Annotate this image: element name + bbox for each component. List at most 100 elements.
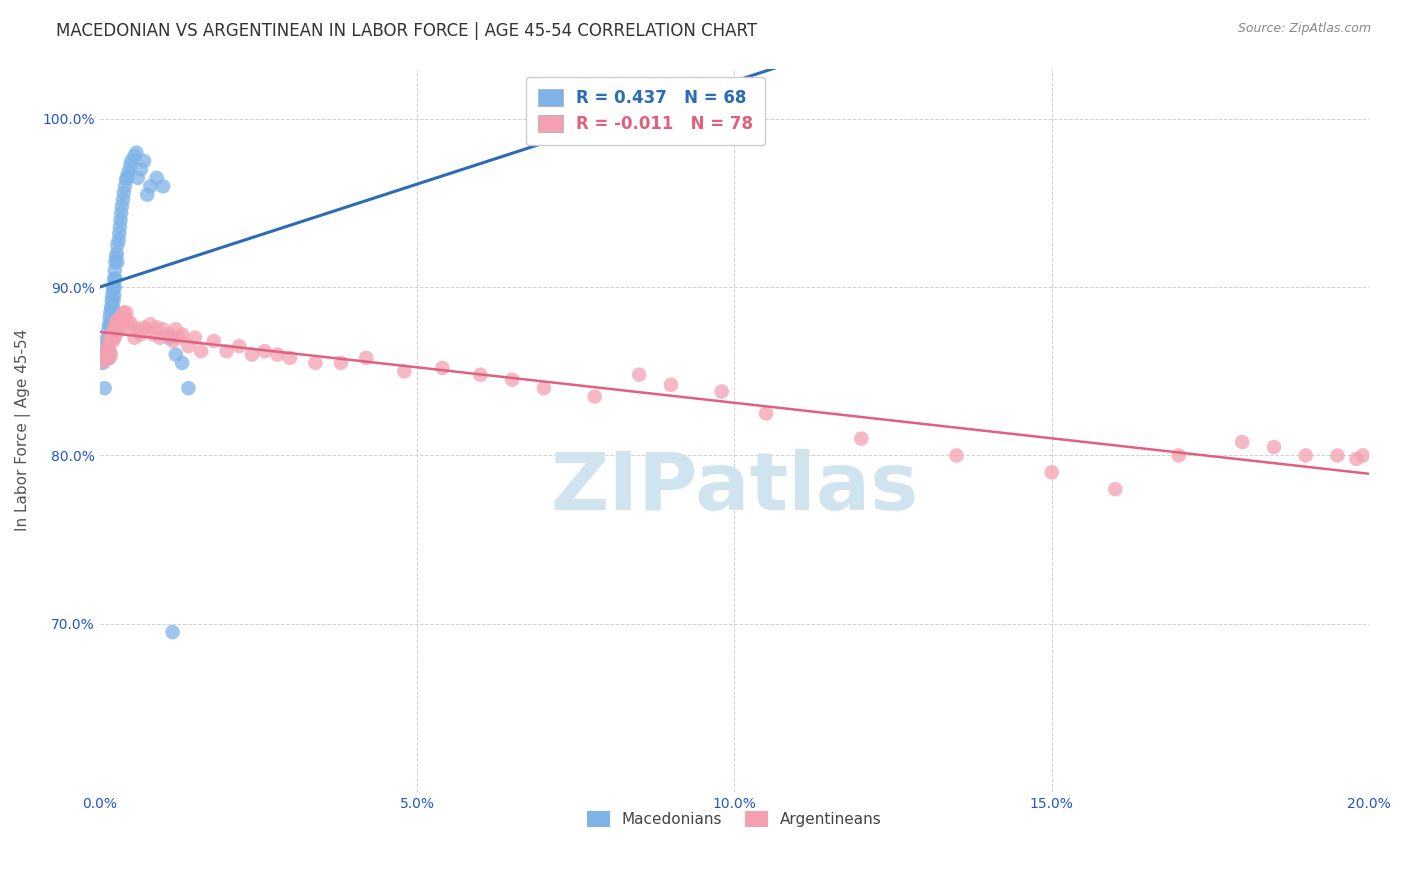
Point <box>98 351 121 365</box>
Point <box>97 322 120 336</box>
Point <box>105 246 128 260</box>
Point <box>101 288 124 302</box>
Point <box>215 344 238 359</box>
Point <box>136 324 159 338</box>
Point <box>100 305 122 319</box>
Point <box>165 322 187 336</box>
Point <box>165 347 187 361</box>
Point <box>117 314 139 328</box>
Point <box>628 368 651 382</box>
Y-axis label: In Labor Force | Age 45-54: In Labor Force | Age 45-54 <box>15 329 31 532</box>
Point <box>112 305 135 319</box>
Point <box>152 179 174 194</box>
Point <box>1104 482 1126 496</box>
Point <box>149 331 172 345</box>
Point <box>104 280 127 294</box>
Text: ZIPatlas: ZIPatlas <box>550 449 918 527</box>
Point <box>91 356 114 370</box>
Point <box>112 193 135 207</box>
Point <box>103 322 125 336</box>
Point <box>394 364 416 378</box>
Point <box>1326 449 1348 463</box>
Point <box>1351 449 1374 463</box>
Point <box>117 166 139 180</box>
Point <box>127 322 149 336</box>
Point <box>100 301 122 315</box>
Point <box>103 288 125 302</box>
Point <box>91 347 114 361</box>
Point <box>120 154 142 169</box>
Point <box>111 199 134 213</box>
Point <box>94 344 117 359</box>
Point <box>710 384 733 399</box>
Point <box>101 318 124 332</box>
Point <box>124 149 146 163</box>
Point <box>145 320 167 334</box>
Point <box>304 356 326 370</box>
Point <box>104 263 127 277</box>
Point <box>132 154 155 169</box>
Text: Source: ZipAtlas.com: Source: ZipAtlas.com <box>1237 22 1371 36</box>
Point <box>98 334 121 348</box>
Point <box>202 334 225 348</box>
Point <box>470 368 492 382</box>
Point <box>1040 465 1063 479</box>
Point <box>98 351 121 365</box>
Point <box>97 341 120 355</box>
Point <box>104 318 127 332</box>
Point <box>142 327 165 342</box>
Point <box>851 432 873 446</box>
Point <box>1346 451 1368 466</box>
Point <box>100 318 122 332</box>
Point <box>94 351 117 365</box>
Point <box>172 356 194 370</box>
Point <box>101 301 124 315</box>
Point <box>172 327 194 342</box>
Point <box>115 170 138 185</box>
Point <box>112 186 135 200</box>
Point <box>104 272 127 286</box>
Point <box>139 318 162 332</box>
Point <box>115 305 138 319</box>
Point <box>124 331 146 345</box>
Point <box>91 351 114 365</box>
Point <box>105 322 128 336</box>
Point <box>108 227 131 241</box>
Point <box>240 347 263 361</box>
Point <box>162 625 184 640</box>
Point <box>93 381 115 395</box>
Point <box>97 351 120 365</box>
Point <box>659 377 682 392</box>
Point <box>107 314 129 328</box>
Point <box>184 331 207 345</box>
Point <box>94 339 117 353</box>
Point <box>111 314 134 328</box>
Point <box>1167 449 1189 463</box>
Point <box>105 327 128 342</box>
Point <box>177 381 200 395</box>
Point <box>129 327 152 342</box>
Point <box>162 334 184 348</box>
Point <box>152 322 174 336</box>
Point <box>127 170 149 185</box>
Point <box>157 331 180 345</box>
Point <box>157 327 180 342</box>
Point <box>228 339 250 353</box>
Point <box>110 310 132 325</box>
Point <box>96 347 118 361</box>
Point <box>103 272 125 286</box>
Point <box>120 322 142 336</box>
Point <box>120 159 142 173</box>
Point <box>1263 440 1285 454</box>
Point <box>96 331 118 345</box>
Point <box>253 344 276 359</box>
Point <box>103 280 125 294</box>
Point <box>100 314 122 328</box>
Point <box>98 344 121 359</box>
Point <box>100 293 122 308</box>
Point <box>329 356 352 370</box>
Point <box>755 406 778 420</box>
Point <box>583 390 606 404</box>
Point <box>105 238 128 252</box>
Point <box>266 347 288 361</box>
